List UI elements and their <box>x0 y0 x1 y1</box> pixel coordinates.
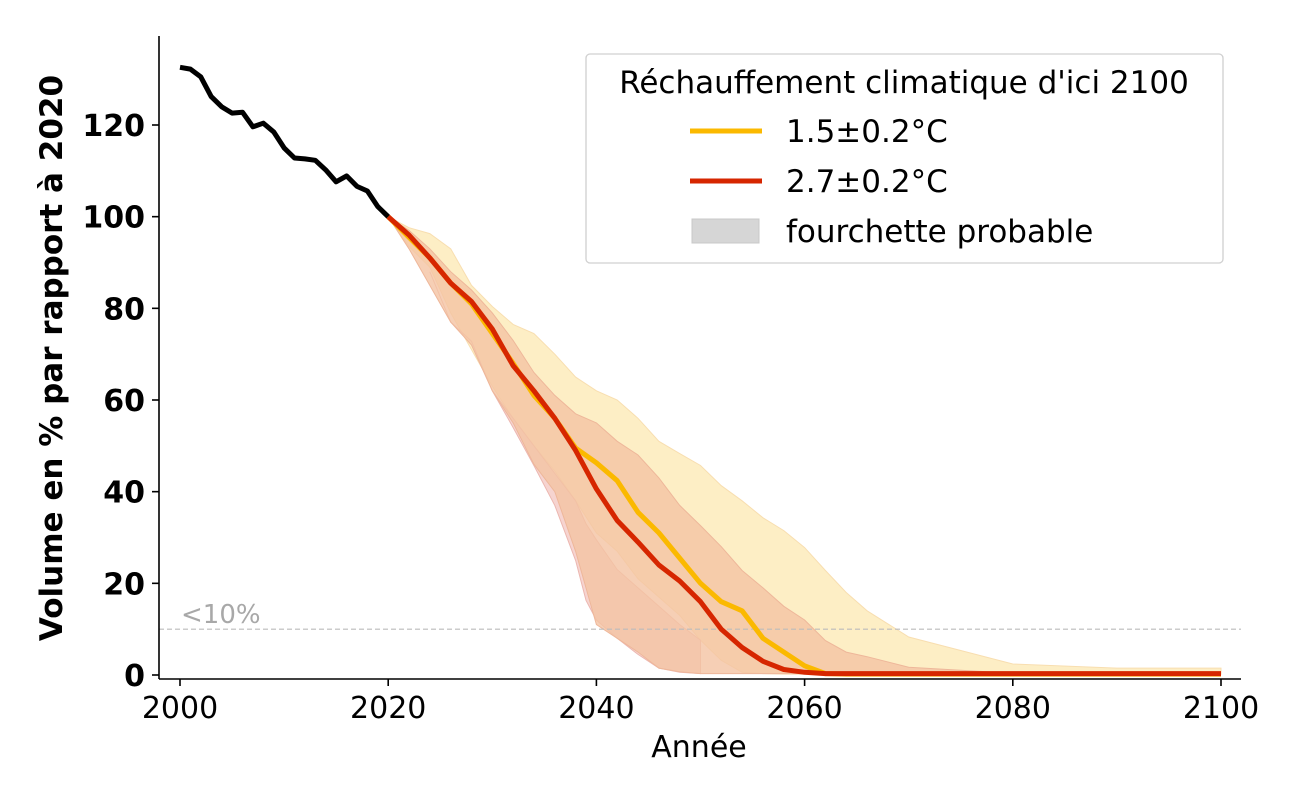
legend-frame <box>585 53 1224 264</box>
y-tick-label: 20 <box>103 567 145 602</box>
x-tick-label: 2040 <box>558 691 634 726</box>
x-ticks: 2000 2020 2040 2060 2080 2100 <box>142 679 1259 726</box>
y-tick-label: 60 <box>103 384 145 419</box>
y-axis-title: Volume en % par rapport à 2020 <box>34 75 70 641</box>
band-1-5 <box>387 216 1222 675</box>
x-axis-title: Année <box>651 730 746 765</box>
x-tick-label: 2100 <box>1183 691 1259 726</box>
legend-label-2-7: 2.7±0.2°C <box>786 164 948 200</box>
y-ticks: 0 20 40 60 80 100 120 <box>82 109 159 694</box>
x-tick-label: 2060 <box>766 691 842 726</box>
legend-label-1-5: 1.5±0.2°C <box>786 114 948 150</box>
x-tick-label: 2020 <box>350 691 426 726</box>
x-tick-label: 2080 <box>975 691 1051 726</box>
line-2-7 <box>386 214 1221 677</box>
legend: Réchauffement climatique d'ici 2100 1.5±… <box>585 53 1224 264</box>
y-tick-label: 100 <box>82 201 145 236</box>
series-lines <box>179 64 1221 677</box>
legend-swatch-range <box>691 218 760 244</box>
y-tick-label: 0 <box>124 659 145 694</box>
x-tick-label: 2000 <box>142 691 218 726</box>
band-2-7 <box>387 216 1221 675</box>
y-tick-label: 40 <box>103 476 145 511</box>
threshold-label: <10% <box>181 600 261 630</box>
y-tick-label: 80 <box>103 292 145 327</box>
line-historical <box>179 64 390 219</box>
confidence-bands <box>387 216 1222 675</box>
y-tick-label: 120 <box>82 109 145 144</box>
legend-label-range: fourchette probable <box>786 214 1093 250</box>
legend-title: Réchauffement climatique d'ici 2100 <box>619 65 1189 101</box>
